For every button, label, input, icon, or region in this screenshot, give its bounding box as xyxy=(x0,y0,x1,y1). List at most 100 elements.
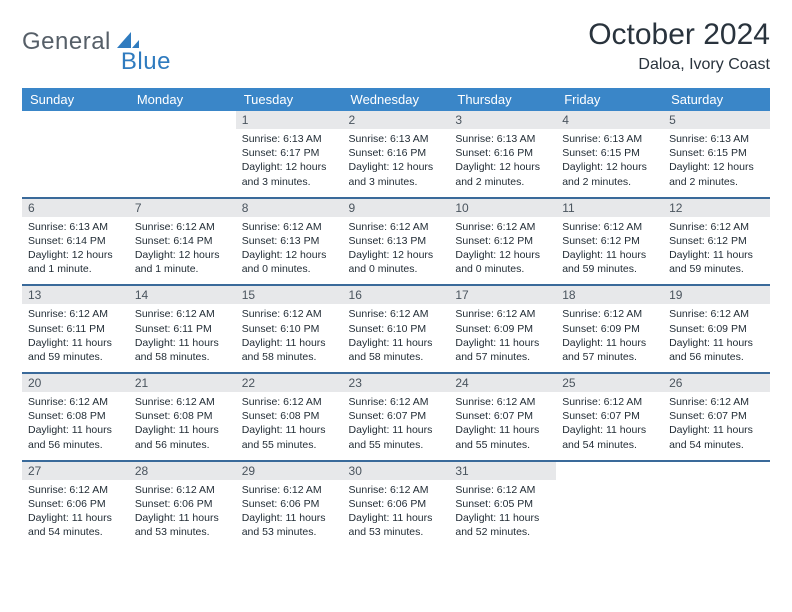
location-label: Daloa, Ivory Coast xyxy=(588,56,770,74)
day-number: 1 xyxy=(236,111,343,129)
day-details: Sunrise: 6:12 AM Sunset: 6:12 PM Dayligh… xyxy=(663,217,770,285)
calendar-cell xyxy=(22,111,129,198)
calendar-cell: 25Sunrise: 6:12 AM Sunset: 6:07 PM Dayli… xyxy=(556,373,663,461)
day-number: 9 xyxy=(343,199,450,217)
day-number: 19 xyxy=(663,286,770,304)
day-details: Sunrise: 6:12 AM Sunset: 6:06 PM Dayligh… xyxy=(343,480,450,548)
day-number: 22 xyxy=(236,374,343,392)
calendar-cell: 4Sunrise: 6:13 AM Sunset: 6:15 PM Daylig… xyxy=(556,111,663,198)
calendar-cell: 7Sunrise: 6:12 AM Sunset: 6:14 PM Daylig… xyxy=(129,198,236,286)
day-details: Sunrise: 6:12 AM Sunset: 6:08 PM Dayligh… xyxy=(236,392,343,460)
calendar-cell: 18Sunrise: 6:12 AM Sunset: 6:09 PM Dayli… xyxy=(556,285,663,373)
day-details: Sunrise: 6:12 AM Sunset: 6:13 PM Dayligh… xyxy=(343,217,450,285)
day-details: Sunrise: 6:12 AM Sunset: 6:14 PM Dayligh… xyxy=(129,217,236,285)
day-details: Sunrise: 6:12 AM Sunset: 6:10 PM Dayligh… xyxy=(236,304,343,372)
calendar-cell: 14Sunrise: 6:12 AM Sunset: 6:11 PM Dayli… xyxy=(129,285,236,373)
day-details: Sunrise: 6:12 AM Sunset: 6:11 PM Dayligh… xyxy=(22,304,129,372)
day-details: Sunrise: 6:13 AM Sunset: 6:16 PM Dayligh… xyxy=(343,129,450,197)
day-number: 29 xyxy=(236,462,343,480)
calendar-cell: 22Sunrise: 6:12 AM Sunset: 6:08 PM Dayli… xyxy=(236,373,343,461)
title-block: October 2024 Daloa, Ivory Coast xyxy=(588,18,770,74)
logo: General Blue xyxy=(22,18,173,66)
calendar-cell: 19Sunrise: 6:12 AM Sunset: 6:09 PM Dayli… xyxy=(663,285,770,373)
calendar-cell xyxy=(129,111,236,198)
page-title: October 2024 xyxy=(588,18,770,52)
day-details: Sunrise: 6:12 AM Sunset: 6:10 PM Dayligh… xyxy=(343,304,450,372)
weekday-header: Monday xyxy=(129,88,236,111)
day-details: Sunrise: 6:12 AM Sunset: 6:07 PM Dayligh… xyxy=(663,392,770,460)
calendar-cell: 6Sunrise: 6:13 AM Sunset: 6:14 PM Daylig… xyxy=(22,198,129,286)
calendar-cell: 10Sunrise: 6:12 AM Sunset: 6:12 PM Dayli… xyxy=(449,198,556,286)
day-number: 5 xyxy=(663,111,770,129)
day-details: Sunrise: 6:12 AM Sunset: 6:11 PM Dayligh… xyxy=(129,304,236,372)
day-number: 23 xyxy=(343,374,450,392)
calendar-cell: 12Sunrise: 6:12 AM Sunset: 6:12 PM Dayli… xyxy=(663,198,770,286)
day-number: 14 xyxy=(129,286,236,304)
day-number: 12 xyxy=(663,199,770,217)
calendar-header-row: SundayMondayTuesdayWednesdayThursdayFrid… xyxy=(22,88,770,111)
day-details: Sunrise: 6:13 AM Sunset: 6:16 PM Dayligh… xyxy=(449,129,556,197)
weekday-header: Saturday xyxy=(663,88,770,111)
calendar-cell: 29Sunrise: 6:12 AM Sunset: 6:06 PM Dayli… xyxy=(236,461,343,548)
day-details: Sunrise: 6:12 AM Sunset: 6:06 PM Dayligh… xyxy=(129,480,236,548)
weekday-header: Friday xyxy=(556,88,663,111)
day-details: Sunrise: 6:12 AM Sunset: 6:09 PM Dayligh… xyxy=(449,304,556,372)
day-number: 24 xyxy=(449,374,556,392)
day-number: 30 xyxy=(343,462,450,480)
day-details: Sunrise: 6:13 AM Sunset: 6:14 PM Dayligh… xyxy=(22,217,129,285)
day-details: Sunrise: 6:13 AM Sunset: 6:15 PM Dayligh… xyxy=(556,129,663,197)
calendar-cell: 27Sunrise: 6:12 AM Sunset: 6:06 PM Dayli… xyxy=(22,461,129,548)
day-details: Sunrise: 6:12 AM Sunset: 6:09 PM Dayligh… xyxy=(556,304,663,372)
calendar-body: 1Sunrise: 6:13 AM Sunset: 6:17 PM Daylig… xyxy=(22,111,770,547)
logo-text-blue: Blue xyxy=(121,48,171,76)
day-number: 27 xyxy=(22,462,129,480)
calendar-cell: 26Sunrise: 6:12 AM Sunset: 6:07 PM Dayli… xyxy=(663,373,770,461)
day-details: Sunrise: 6:12 AM Sunset: 6:07 PM Dayligh… xyxy=(449,392,556,460)
day-details: Sunrise: 6:12 AM Sunset: 6:05 PM Dayligh… xyxy=(449,480,556,548)
calendar-week-row: 6Sunrise: 6:13 AM Sunset: 6:14 PM Daylig… xyxy=(22,198,770,286)
calendar-cell xyxy=(556,461,663,548)
day-details: Sunrise: 6:12 AM Sunset: 6:06 PM Dayligh… xyxy=(236,480,343,548)
day-number: 25 xyxy=(556,374,663,392)
weekday-header: Sunday xyxy=(22,88,129,111)
calendar-cell: 24Sunrise: 6:12 AM Sunset: 6:07 PM Dayli… xyxy=(449,373,556,461)
day-details: Sunrise: 6:12 AM Sunset: 6:07 PM Dayligh… xyxy=(556,392,663,460)
calendar-cell: 30Sunrise: 6:12 AM Sunset: 6:06 PM Dayli… xyxy=(343,461,450,548)
day-number: 18 xyxy=(556,286,663,304)
calendar-cell: 2Sunrise: 6:13 AM Sunset: 6:16 PM Daylig… xyxy=(343,111,450,198)
day-details: Sunrise: 6:12 AM Sunset: 6:12 PM Dayligh… xyxy=(556,217,663,285)
weekday-header: Thursday xyxy=(449,88,556,111)
day-number: 13 xyxy=(22,286,129,304)
calendar-week-row: 1Sunrise: 6:13 AM Sunset: 6:17 PM Daylig… xyxy=(22,111,770,198)
calendar-cell: 3Sunrise: 6:13 AM Sunset: 6:16 PM Daylig… xyxy=(449,111,556,198)
day-number: 7 xyxy=(129,199,236,217)
day-number: 21 xyxy=(129,374,236,392)
day-number: 26 xyxy=(663,374,770,392)
day-number: 17 xyxy=(449,286,556,304)
calendar-cell: 11Sunrise: 6:12 AM Sunset: 6:12 PM Dayli… xyxy=(556,198,663,286)
day-number: 10 xyxy=(449,199,556,217)
calendar-cell: 1Sunrise: 6:13 AM Sunset: 6:17 PM Daylig… xyxy=(236,111,343,198)
calendar-cell: 28Sunrise: 6:12 AM Sunset: 6:06 PM Dayli… xyxy=(129,461,236,548)
weekday-header: Wednesday xyxy=(343,88,450,111)
day-number: 4 xyxy=(556,111,663,129)
calendar-cell: 13Sunrise: 6:12 AM Sunset: 6:11 PM Dayli… xyxy=(22,285,129,373)
day-number: 3 xyxy=(449,111,556,129)
calendar-cell: 21Sunrise: 6:12 AM Sunset: 6:08 PM Dayli… xyxy=(129,373,236,461)
day-details: Sunrise: 6:12 AM Sunset: 6:09 PM Dayligh… xyxy=(663,304,770,372)
day-number: 11 xyxy=(556,199,663,217)
logo-text-general: General xyxy=(22,28,111,56)
day-number: 6 xyxy=(22,199,129,217)
day-number: 16 xyxy=(343,286,450,304)
weekday-header: Tuesday xyxy=(236,88,343,111)
day-details: Sunrise: 6:12 AM Sunset: 6:12 PM Dayligh… xyxy=(449,217,556,285)
day-number: 15 xyxy=(236,286,343,304)
calendar-week-row: 20Sunrise: 6:12 AM Sunset: 6:08 PM Dayli… xyxy=(22,373,770,461)
calendar-cell: 31Sunrise: 6:12 AM Sunset: 6:05 PM Dayli… xyxy=(449,461,556,548)
day-details: Sunrise: 6:12 AM Sunset: 6:08 PM Dayligh… xyxy=(129,392,236,460)
day-details: Sunrise: 6:13 AM Sunset: 6:17 PM Dayligh… xyxy=(236,129,343,197)
day-number: 20 xyxy=(22,374,129,392)
calendar-cell: 17Sunrise: 6:12 AM Sunset: 6:09 PM Dayli… xyxy=(449,285,556,373)
day-number: 2 xyxy=(343,111,450,129)
calendar-cell: 15Sunrise: 6:12 AM Sunset: 6:10 PM Dayli… xyxy=(236,285,343,373)
